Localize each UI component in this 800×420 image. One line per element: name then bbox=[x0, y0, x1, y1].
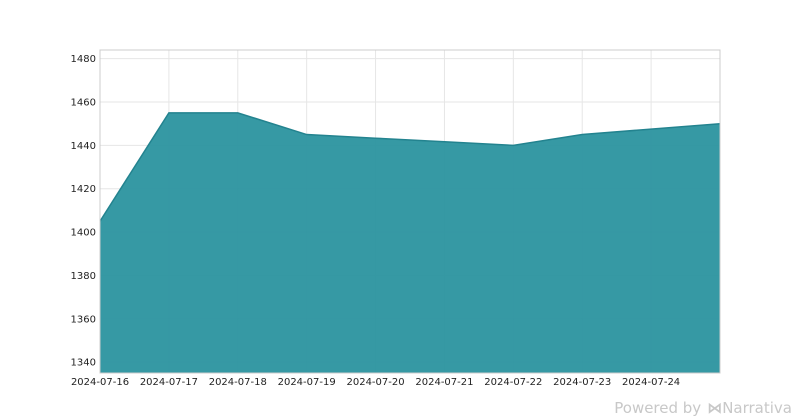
x-tick-label: 2024-07-16 bbox=[71, 377, 129, 388]
x-tick-label: 2024-07-24 bbox=[622, 377, 680, 388]
x-tick-label: 2024-07-18 bbox=[209, 377, 267, 388]
series-line bbox=[99, 112, 721, 222]
x-tick-label: 2024-07-20 bbox=[346, 377, 404, 388]
y-tick-label: 1340 bbox=[71, 358, 96, 369]
area-fill bbox=[100, 112, 720, 373]
y-tick-label: 1380 bbox=[71, 271, 96, 282]
y-tick-label: 1440 bbox=[71, 141, 96, 152]
plot-frame bbox=[99, 49, 721, 374]
narrativa-logo-icon: ⋈ bbox=[707, 399, 723, 417]
x-tick-label: 2024-07-22 bbox=[484, 377, 542, 388]
y-tick-label: 1420 bbox=[71, 184, 96, 195]
powered-by-watermark: Powered by ⋈Narrativa bbox=[614, 399, 792, 417]
x-tick-label: 2024-07-23 bbox=[553, 377, 611, 388]
x-tick-label: 2024-07-21 bbox=[415, 377, 473, 388]
axes: 1340 1360 1380 1400 1420 1440 1460 1480 2024-07-… bbox=[71, 49, 721, 388]
y-tick-label: 1400 bbox=[71, 228, 96, 239]
x-tick-label: 2024-07-17 bbox=[140, 377, 198, 388]
watermark-prefix: Powered by bbox=[614, 399, 702, 417]
y-tick-label: 1480 bbox=[71, 54, 96, 65]
plot-area bbox=[99, 112, 721, 373]
y-tick-label: 1460 bbox=[71, 98, 96, 109]
x-tick-label: 2024-07-19 bbox=[278, 377, 336, 388]
y-tick-label: 1360 bbox=[71, 314, 96, 325]
watermark-brand: Narrativa bbox=[722, 399, 792, 417]
